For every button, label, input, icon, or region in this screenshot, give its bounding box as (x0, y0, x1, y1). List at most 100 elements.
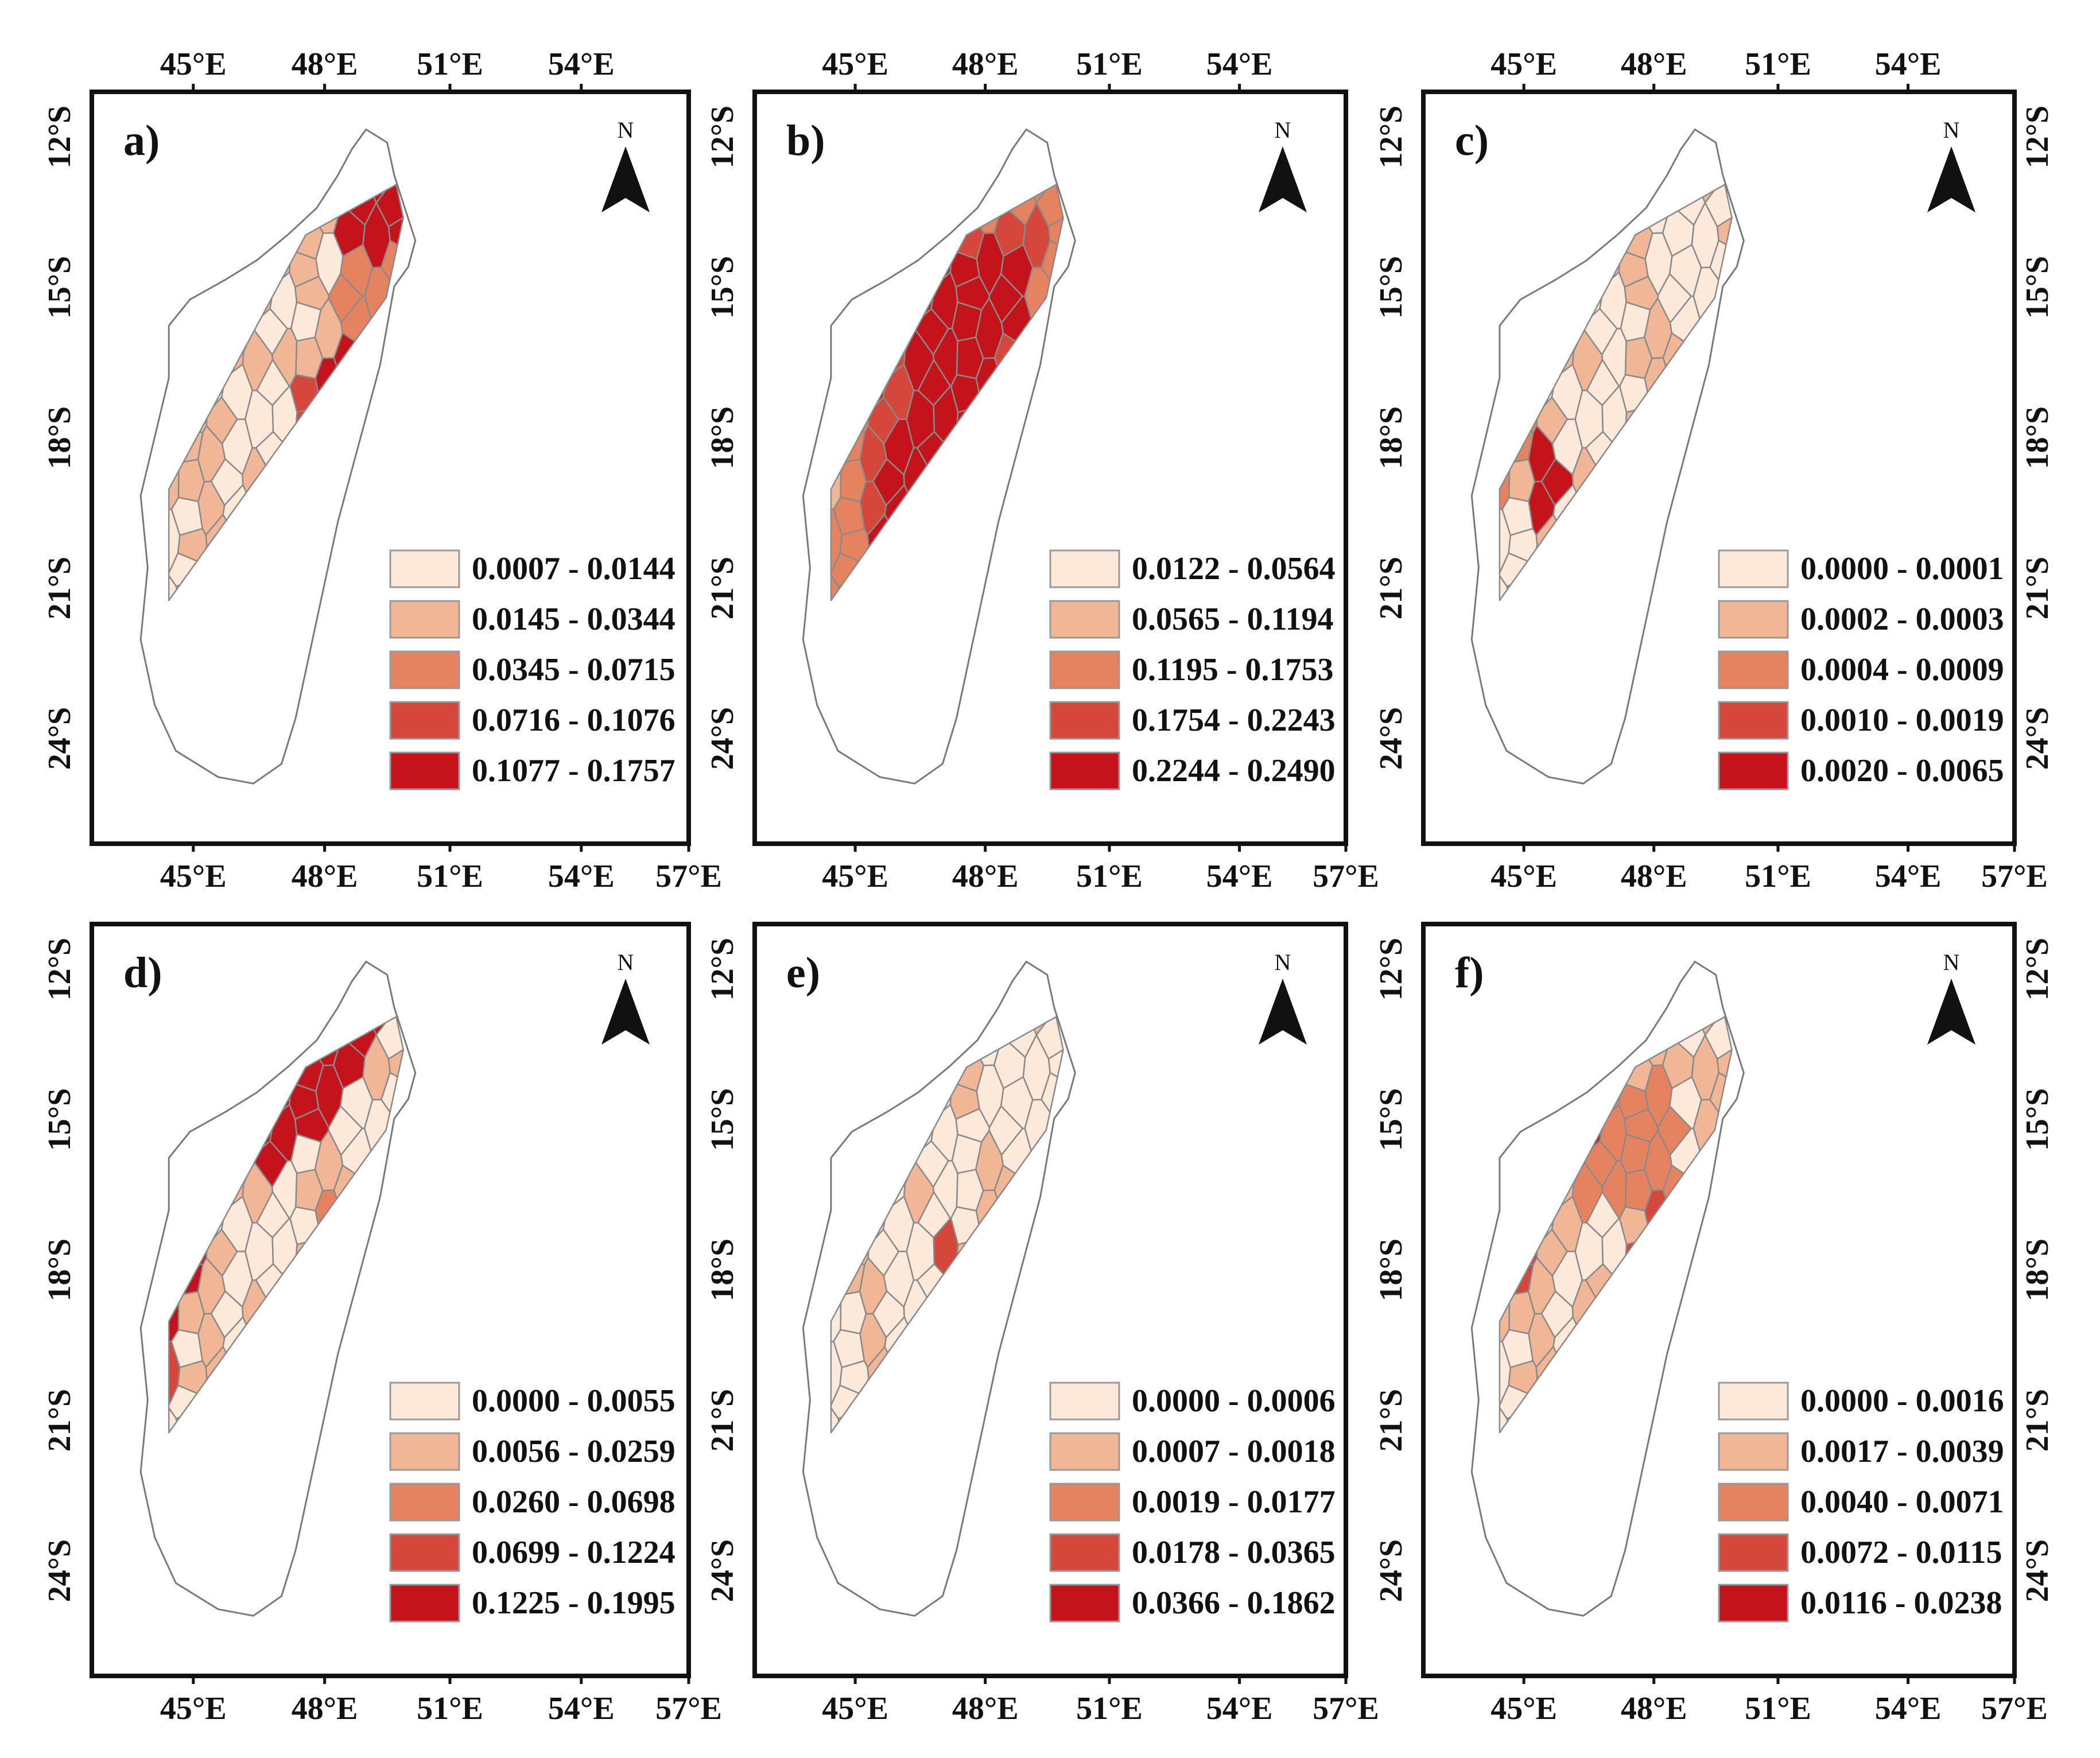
panel-label: b) (786, 117, 825, 165)
lat-tick-label: 18°S (42, 406, 77, 469)
legend-swatch (1049, 1584, 1120, 1623)
legend-label: 0.0116 - 0.0238 (1800, 1585, 2002, 1621)
lat-tick-label-right: 18°S (2020, 1239, 2055, 1302)
panel-label: f) (1455, 949, 1484, 997)
lat-tick-label: 18°S (705, 406, 740, 469)
north-label: N (618, 949, 634, 975)
district-region (933, 1217, 959, 1275)
legend-swatch (1718, 751, 1789, 790)
district-region (975, 1189, 998, 1225)
district-region (296, 1241, 306, 1256)
lon-tick-label: 45°E (822, 46, 888, 82)
north-arrow-icon (1927, 979, 1975, 1045)
north-label: N (1943, 949, 1960, 975)
district-region (837, 584, 843, 591)
lon-tick-label: 45°E (160, 46, 227, 82)
lon-tick-label: 48°E (1621, 859, 1687, 894)
north-arrow-icon (1927, 146, 1975, 212)
coastline (139, 128, 417, 785)
lon-tick-label: 57°E (655, 1691, 722, 1726)
panel-label: d) (123, 949, 162, 997)
lon-tick-label: 48°E (952, 859, 1019, 894)
legend-label: 0.0040 - 0.0071 (1800, 1484, 2004, 1520)
legend-label: 0.0056 - 0.0259 (472, 1434, 676, 1469)
lon-tick-label: 54°E (548, 859, 615, 894)
legend: 0.0000 - 0.0016 0.0017 - 0.0039 0.0040 - 0… (1718, 1381, 2004, 1623)
legend-swatch (1049, 1381, 1120, 1421)
legend-swatch (1049, 1432, 1120, 1471)
legend-label: 0.1225 - 0.1995 (472, 1585, 676, 1621)
district-region (271, 1217, 298, 1275)
lon-tick-label: 48°E (952, 46, 1019, 82)
legend-label: 0.0002 - 0.0003 (1800, 601, 2004, 637)
lat-tick-label: 21°S (705, 557, 740, 620)
lon-tick-label: 54°E (1875, 46, 1942, 82)
panel-label: c) (1455, 117, 1489, 165)
legend-label: 0.0007 - 0.0018 (1132, 1434, 1336, 1469)
district-region (1535, 1377, 1539, 1382)
legend-label: 0.0000 - 0.0055 (472, 1383, 676, 1419)
lon-tick-label: 57°E (1313, 1691, 1379, 1726)
legend-swatch (389, 650, 460, 689)
legend-label: 0.0122 - 0.0564 (1132, 551, 1336, 587)
district-region (1601, 385, 1628, 443)
lat-tick-label: 24°S (1373, 707, 1409, 770)
lat-tick-label: 24°S (42, 707, 77, 770)
district-region (1625, 1241, 1636, 1256)
lat-tick-label-right: 12°S (2020, 938, 2055, 1001)
lat-tick-label: 21°S (705, 1389, 740, 1452)
map-panel-d: d) N 0.0000 - 0.0055 0.0056 - 0.0259 0.0260 … (42, 922, 722, 1726)
lon-tick-label: 57°E (655, 859, 722, 894)
lat-tick-label: 18°S (1373, 1239, 1409, 1302)
legend-label: 0.0345 - 0.0715 (472, 652, 676, 688)
map-panel-c: c) N 0.0000 - 0.0001 0.0002 - 0.0003 0.0004 … (1373, 46, 2055, 894)
district-region (867, 1377, 870, 1382)
legend-swatch (1718, 1432, 1789, 1471)
district-region (296, 409, 306, 424)
district-region (1644, 1189, 1667, 1225)
district-region (315, 1189, 337, 1225)
legend-label: 0.0716 - 0.1076 (472, 703, 676, 738)
lon-tick-label: 51°E (1745, 859, 1811, 894)
district-region (975, 357, 998, 393)
district-region (315, 357, 337, 393)
legend-swatch (1049, 549, 1120, 588)
legend: 0.0000 - 0.0001 0.0002 - 0.0003 0.0004 - 0… (1718, 549, 2004, 790)
legend-swatch (1718, 1381, 1789, 1421)
districts (1499, 1016, 1733, 1434)
lat-tick-label: 18°S (42, 1239, 77, 1302)
north-label: N (1275, 117, 1291, 143)
lon-tick-label: 45°E (1490, 859, 1557, 894)
districts (168, 184, 405, 601)
district-region (1535, 545, 1539, 550)
legend: 0.0000 - 0.0055 0.0056 - 0.0259 0.0260 - 0… (389, 1381, 676, 1623)
lat-tick-label: 15°S (42, 1088, 77, 1151)
legend-swatch (389, 1381, 460, 1421)
district-region (867, 545, 870, 550)
map-panel-f: f) N 0.0000 - 0.0016 0.0017 - 0.0039 0.0040 … (1373, 922, 2055, 1726)
legend-label: 0.0000 - 0.0016 (1800, 1383, 2004, 1419)
legend-swatch (1718, 600, 1789, 639)
legend-swatch (389, 1483, 460, 1522)
legend-swatch (389, 1432, 460, 1471)
lon-tick-label: 51°E (417, 859, 483, 894)
districts (168, 1016, 405, 1434)
legend-swatch (1049, 650, 1120, 689)
legend-swatch (1049, 600, 1120, 639)
legend-label: 0.0000 - 0.0001 (1800, 551, 2004, 587)
legend-swatch (1718, 549, 1789, 588)
legend-label: 0.0260 - 0.0698 (472, 1484, 676, 1520)
legend-label: 0.0019 - 0.0177 (1132, 1484, 1336, 1520)
lon-tick-label: 51°E (1745, 46, 1811, 82)
lon-tick-label: 45°E (1490, 46, 1557, 82)
district-region (175, 1417, 181, 1423)
legend-label: 0.0010 - 0.0019 (1800, 703, 2004, 738)
lat-tick-label: 18°S (1373, 406, 1409, 469)
lon-tick-label: 57°E (1981, 859, 2048, 894)
north-label: N (1943, 117, 1960, 143)
lon-tick-label: 54°E (1206, 1691, 1273, 1726)
legend-swatch (1718, 650, 1789, 689)
lon-tick-label: 54°E (548, 46, 615, 82)
lon-tick-label: 45°E (160, 1691, 227, 1726)
legend-label: 0.0007 - 0.0144 (472, 551, 676, 587)
